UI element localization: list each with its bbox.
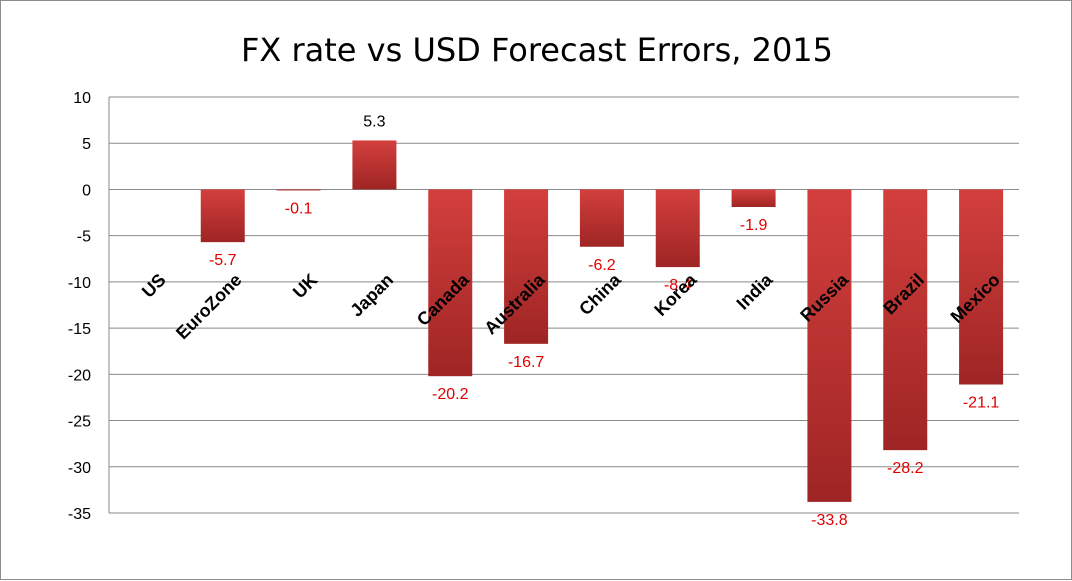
x-tick-label: US [138,270,170,302]
data-label: -28.2 [887,460,924,477]
data-label: -20.2 [432,386,469,403]
y-tick-label: -20 [68,367,91,384]
data-label: -5.7 [209,252,237,269]
x-axis-ticks: US EuroZone UK Japan Canada Australia China Kor… [138,269,1004,343]
data-label: -6.2 [588,257,616,274]
data-label: 5.3 [363,113,385,130]
y-tick-label: -30 [68,460,91,477]
bar-australia [504,189,549,344]
bar-japan [352,140,397,190]
data-label: -16.7 [508,354,545,371]
bar-russia [807,189,852,502]
bar-india [731,189,776,208]
y-tick-label: 5 [82,136,91,153]
data-label: -8.4 [664,277,692,294]
x-tick-label: India [733,269,778,314]
y-tick-label: -25 [68,414,91,431]
bar-canada [428,189,473,377]
data-label: -33.8 [811,512,848,529]
y-tick-label: -10 [68,275,91,292]
x-tick-label: China [575,269,625,319]
bar-korea [655,189,700,268]
y-tick-label: -35 [68,506,91,523]
bar-eurozone [200,189,245,243]
data-label: -0.1 [285,200,313,217]
y-axis-ticks: 10 5 0 -5 -10 -15 -20 -25 -30 -35 [68,90,91,523]
y-tick-label: 10 [73,90,91,107]
x-tick-label: UK [289,270,322,303]
x-tick-label: Japan [346,270,397,321]
bars [200,140,1004,502]
data-label: -1.9 [740,217,768,234]
bar-uk [276,189,321,191]
bar-mexico [959,189,1004,385]
gridlines [108,96,1019,514]
bar-china [579,189,624,247]
y-tick-label: -15 [68,321,91,338]
y-tick-label: -5 [77,229,91,246]
x-tick-label: EuroZone [172,270,246,344]
data-labels: -5.7 -0.1 5.3 -20.2 -16.7 -6.2 -8.4 -1.9 -33.8 -2… [209,113,999,528]
y-tick-label: 0 [82,182,91,199]
data-label: -21.1 [963,395,1000,412]
chart-title: FX rate vs USD Forecast Errors, 2015 [241,31,833,69]
bar-brazil [883,189,928,451]
